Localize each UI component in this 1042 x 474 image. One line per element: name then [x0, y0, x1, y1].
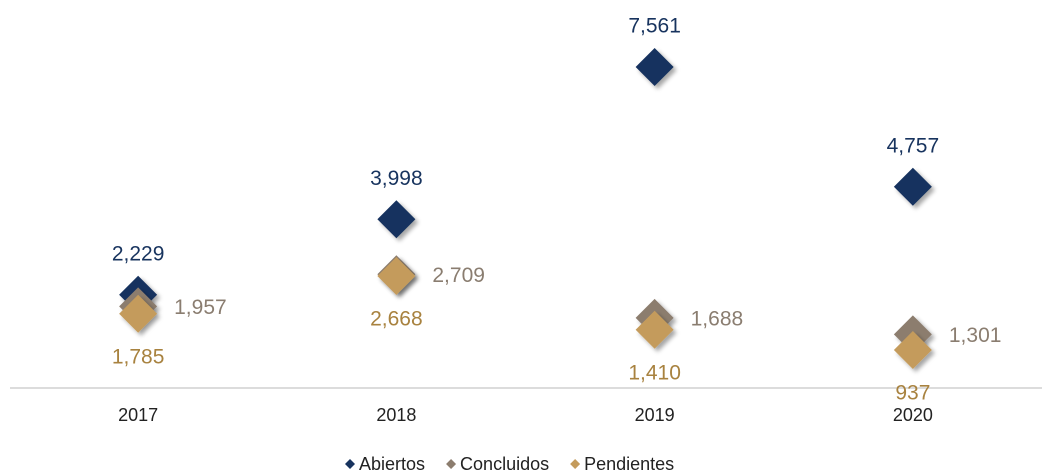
legend-marker — [345, 459, 355, 469]
data-label: 2,709 — [432, 264, 485, 287]
data-label: 2,229 — [112, 242, 165, 265]
x-tick-label: 2020 — [893, 405, 933, 425]
data-label: 4,757 — [887, 134, 940, 157]
data-label: 1,785 — [112, 345, 165, 368]
x-tick-label: 2019 — [635, 405, 675, 425]
data-label: 3,998 — [370, 167, 423, 190]
x-tick-label: 2017 — [118, 405, 158, 425]
legend-label: Pendientes — [584, 454, 674, 474]
legend-label: Concluidos — [460, 454, 549, 474]
marker — [635, 310, 674, 349]
marker — [377, 257, 416, 296]
marker — [119, 294, 158, 333]
data-label: 2,668 — [370, 308, 423, 331]
data-label: 1,410 — [628, 361, 681, 384]
data-label: 1,688 — [691, 307, 744, 330]
legend-marker — [446, 459, 457, 469]
legend-marker — [570, 459, 581, 469]
data-label: 7,561 — [628, 15, 681, 38]
legend-label: Abiertos — [359, 454, 425, 474]
marker — [377, 200, 416, 239]
marker — [635, 48, 674, 86]
data-label: 1,957 — [174, 296, 227, 319]
marker — [893, 330, 932, 369]
data-label: 937 — [895, 382, 930, 405]
marker — [893, 167, 932, 206]
x-tick-label: 2018 — [376, 405, 416, 425]
data-label: 1,301 — [949, 324, 1002, 347]
